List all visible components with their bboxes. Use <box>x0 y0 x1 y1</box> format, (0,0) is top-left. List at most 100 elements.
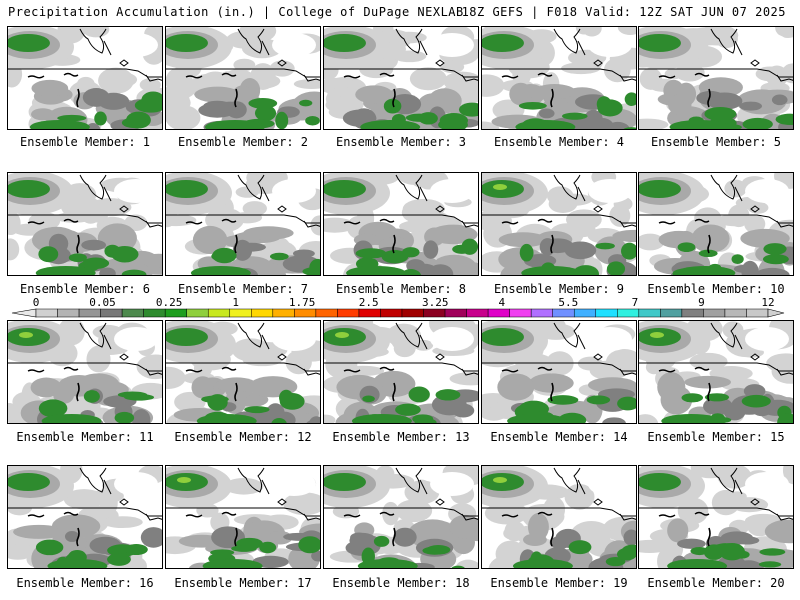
precip-contour <box>675 266 736 275</box>
precip-contour <box>645 360 662 375</box>
precip-contour <box>435 389 461 401</box>
coastline <box>261 479 270 495</box>
precip-contour <box>588 327 632 351</box>
border-line <box>639 362 793 372</box>
colorbar-swatch <box>703 308 726 318</box>
coastline <box>277 205 287 213</box>
precip-contour <box>357 559 418 568</box>
lake-outline <box>707 382 711 402</box>
precip-contour <box>324 34 366 52</box>
lake-outline <box>658 514 676 518</box>
lake-outline <box>501 221 519 225</box>
coastline <box>461 368 478 376</box>
lake-outline <box>550 527 554 547</box>
precip-contour <box>269 60 295 77</box>
precip-contour <box>497 373 535 401</box>
coastline <box>303 513 320 521</box>
precip-contour <box>588 33 632 57</box>
precip-contour <box>568 540 592 555</box>
precip-contour <box>668 94 692 116</box>
precip-contour <box>704 106 737 121</box>
ensemble-panel-20 <box>638 465 794 569</box>
precip-contour <box>226 101 247 119</box>
precip-contour <box>232 211 263 224</box>
lake-outline <box>537 72 553 77</box>
coastline <box>593 498 603 506</box>
precip-contour <box>430 179 474 203</box>
precip-contour <box>136 354 162 380</box>
precip-contour <box>527 513 549 541</box>
coastline <box>103 40 112 56</box>
precip-contour <box>114 472 158 496</box>
border-line <box>166 214 320 224</box>
lake-outline <box>221 511 237 516</box>
border-line <box>482 507 636 517</box>
colorbar-swatch <box>251 308 274 318</box>
precip-contour <box>602 417 626 423</box>
member-label: Ensemble Member: 1 <box>19 135 151 149</box>
precip-contour <box>29 120 90 129</box>
colorbar-swatch <box>466 308 489 318</box>
precip-contour <box>562 112 588 120</box>
coastline <box>593 353 603 361</box>
precip-contour <box>212 247 237 264</box>
precip-contour <box>482 74 505 97</box>
colorbar-swatch <box>638 308 661 318</box>
precip-contour <box>47 403 64 418</box>
precip-contour <box>408 386 430 403</box>
precip-contour <box>639 233 665 251</box>
lake-outline <box>27 221 45 225</box>
precip-contour <box>166 214 197 227</box>
precip-contour <box>498 232 548 248</box>
precip-contour <box>684 375 731 389</box>
ensemble-panel-4 <box>481 26 637 130</box>
lake-outline <box>234 382 238 402</box>
colorbar-swatch <box>595 308 618 318</box>
colorbar-swatch <box>746 308 769 318</box>
precip-contour <box>373 535 390 547</box>
precip-contour <box>8 34 50 52</box>
colorbar-swatch <box>143 308 166 318</box>
precip-contour <box>55 212 94 223</box>
border-line <box>166 362 320 372</box>
precip-contour <box>716 214 755 227</box>
coastline <box>119 498 129 506</box>
lake-outline <box>76 527 80 547</box>
border-line <box>324 362 478 372</box>
lake-outline <box>76 234 80 254</box>
border-line <box>8 362 162 372</box>
precip-contour <box>515 120 576 129</box>
precip-contour <box>98 67 134 94</box>
border-line <box>324 507 478 517</box>
coastline <box>419 40 428 56</box>
coastline <box>419 334 428 350</box>
precip-map <box>482 466 636 568</box>
precip-contour <box>745 472 789 496</box>
precip-contour <box>309 258 320 275</box>
precip-map <box>8 27 162 129</box>
coastline <box>553 467 581 493</box>
ensemble-panel-15 <box>638 320 794 424</box>
precip-contour <box>31 79 69 97</box>
precip-contour <box>279 389 294 406</box>
ensemble-panel-12 <box>165 320 321 424</box>
precip-map <box>166 321 320 423</box>
colorbar-tick-label: 9 <box>698 297 705 309</box>
precip-contour <box>293 78 320 89</box>
coastline <box>103 334 112 350</box>
colorbar-tick-label: 2.5 <box>359 297 379 309</box>
precip-contour <box>427 264 454 275</box>
lake-outline <box>63 72 79 77</box>
border-line <box>639 68 793 78</box>
precip-contour <box>99 267 116 275</box>
precip-contour <box>528 373 574 393</box>
precip-contour <box>674 63 705 82</box>
lake-outline <box>658 369 676 373</box>
colorbar-swatch <box>660 308 683 318</box>
precip-contour <box>402 198 445 219</box>
coastline <box>395 322 423 348</box>
precip-contour <box>272 179 316 203</box>
precip-contour <box>114 411 135 423</box>
colorbar-swatch <box>121 308 144 318</box>
precip-contour <box>661 414 722 423</box>
